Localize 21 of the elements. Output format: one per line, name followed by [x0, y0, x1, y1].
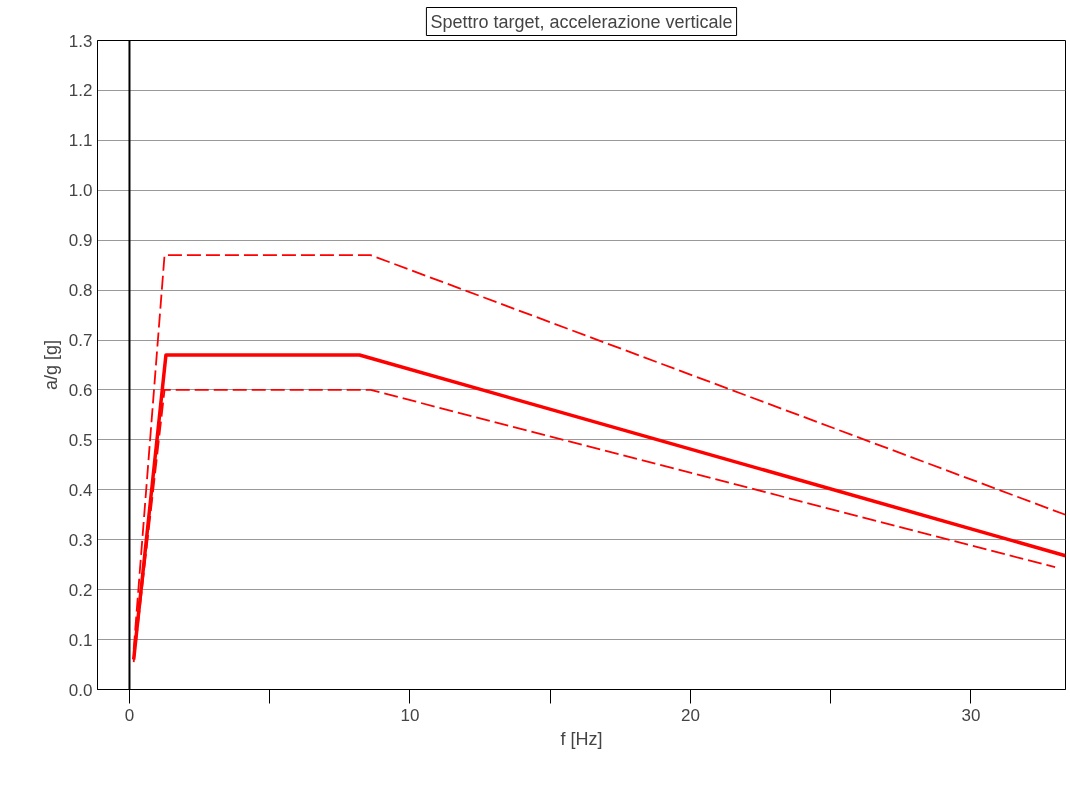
y-tick-label: 0.0	[68, 680, 93, 700]
y-tick-label: 0.9	[68, 231, 93, 251]
y-tick-label: 0.2	[68, 580, 93, 600]
y-tick-label: 0.7	[68, 331, 93, 351]
chart-title: Spettro target, accelerazione verticale	[430, 11, 733, 32]
y-tick-label: 0.6	[68, 380, 93, 400]
y-axis-title: a/g [g]	[40, 339, 61, 391]
y-tick-label: 1.1	[68, 131, 93, 151]
y-tick-label: 0.4	[68, 480, 93, 500]
x-tick-label: 10	[400, 705, 420, 725]
y-tick-label: 0.1	[68, 630, 93, 650]
x-tick-label: 20	[681, 705, 700, 725]
y-tick-label: 0.5	[68, 430, 93, 450]
x-axis-title: f [Hz]	[560, 728, 603, 749]
y-tick-label: 0.3	[68, 530, 93, 550]
y-tick-label: 1.2	[68, 81, 93, 101]
x-tick-label: 30	[961, 705, 981, 725]
x-tick-label: 0	[124, 705, 135, 725]
y-tick-label: 1.3	[68, 31, 93, 51]
y-tick-label: 1.0	[68, 181, 93, 201]
y-tick-label: 0.8	[68, 281, 93, 301]
